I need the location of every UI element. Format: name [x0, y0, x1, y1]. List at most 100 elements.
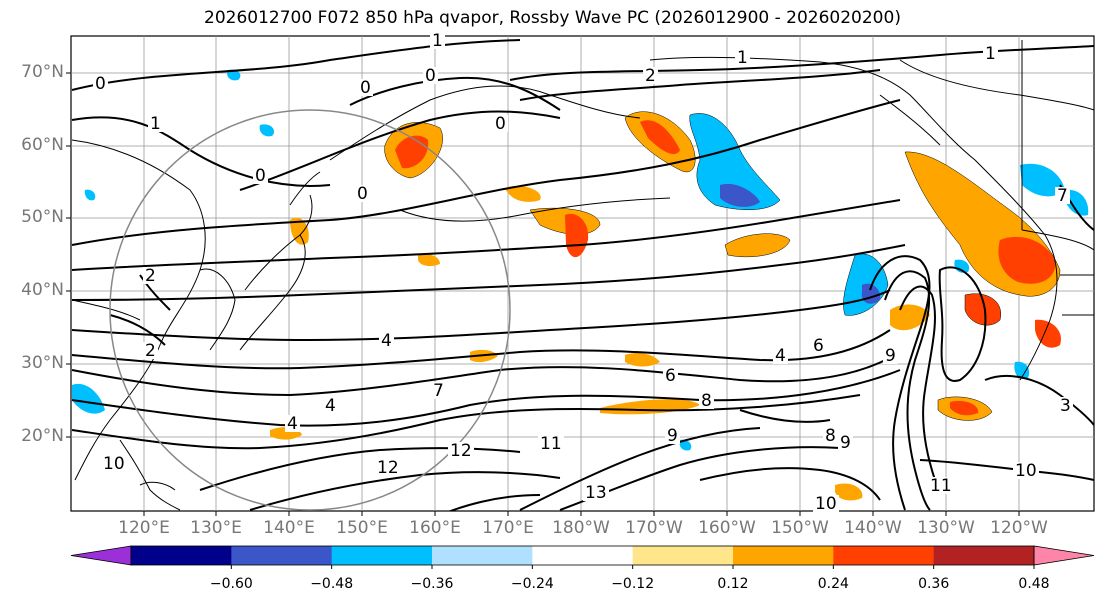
contour-label: 10	[1015, 461, 1037, 481]
contour-label: 1	[432, 31, 443, 51]
axis-ticks	[66, 72, 1020, 516]
contour-label-bg	[430, 32, 445, 49]
longitude-label: 160°W	[698, 518, 756, 538]
contour-label-bg	[358, 79, 373, 96]
contour-label-bg	[1013, 462, 1039, 479]
contour-label-bg	[285, 415, 300, 432]
contour-label-bg	[323, 397, 338, 414]
contour-label-bg	[928, 477, 954, 494]
colorbar-segment	[231, 546, 333, 565]
longitude-label: 170°E	[482, 518, 534, 538]
colorbar-segment	[331, 546, 433, 565]
contour-label-bg	[253, 167, 268, 184]
contour-label: 11	[930, 476, 952, 496]
contour-label-bg	[1058, 397, 1073, 414]
contour-label: 10	[103, 454, 125, 474]
contour-label: 4	[287, 414, 298, 434]
latitude-label: 40°N	[21, 280, 64, 300]
longitude-label: 120°W	[990, 518, 1048, 538]
contour-label: 3	[1060, 396, 1071, 416]
contour-label-bg	[1055, 187, 1070, 204]
longitude-label: 130°W	[917, 518, 975, 538]
contour-label-bg	[355, 185, 370, 202]
contour-label: 9	[840, 433, 851, 453]
contour-label: 2	[145, 341, 156, 361]
latitude-label: 50°N	[21, 207, 64, 227]
contour-label-bg	[838, 434, 853, 451]
contour-label: 1	[737, 48, 748, 68]
contour-label: 9	[667, 426, 678, 446]
contour-label: 0	[495, 114, 506, 134]
contour-label-bg	[143, 342, 158, 359]
contour-label-bg	[643, 67, 658, 84]
contour-label: 8	[701, 391, 712, 411]
contour-label: 4	[775, 346, 786, 366]
contour-label: 12	[377, 458, 399, 478]
colorbar-segment	[432, 546, 533, 565]
colorbar-segment	[632, 546, 734, 565]
colorbar-segment	[933, 546, 1035, 565]
contour-label-bg	[883, 347, 898, 364]
contour-label: 11	[540, 434, 562, 454]
contour-label-bg	[665, 427, 680, 444]
contour-label-bg	[663, 367, 678, 384]
colorbar-segment	[833, 546, 935, 565]
contour-label: 4	[381, 331, 392, 351]
colorbar-extend-high	[1033, 545, 1095, 566]
contour-label-bg	[699, 392, 714, 409]
colorbar-tick-label: −0.60	[209, 576, 253, 592]
contour-label: 4	[325, 396, 336, 416]
contour-label-bg	[448, 442, 474, 459]
contour-label: 2	[645, 66, 656, 86]
contour-label: 0	[255, 166, 266, 186]
contour-label: 13	[585, 483, 607, 503]
contour-label-bg	[538, 435, 564, 452]
positive-anomaly-shading	[270, 111, 1061, 501]
contour-label: 0	[95, 74, 106, 94]
colorbar-tick-label: 0.48	[1018, 576, 1050, 592]
colorbar-frame	[130, 545, 1035, 566]
contour-label-bg	[423, 67, 438, 84]
colorbar-tick-label: 0.24	[817, 576, 849, 592]
longitude-label: 150°E	[336, 518, 388, 538]
colorbar-segment	[131, 546, 232, 565]
contour-label-bg	[375, 459, 401, 476]
contour-label: 0	[357, 184, 368, 204]
contour-label: 6	[665, 366, 676, 386]
colorbar-tick-label: −0.24	[510, 576, 554, 592]
colorbar-extend-low	[70, 545, 132, 566]
colorbar-tick-label: −0.36	[410, 576, 454, 592]
contour-label-bg	[735, 49, 750, 66]
colorbar-tick-label: −0.48	[310, 576, 354, 592]
contour-label: 9	[885, 346, 896, 366]
contour-label: 6	[813, 336, 824, 356]
map-title: 2026012700 F072 850 hPa qvapor, Rossby W…	[204, 8, 901, 28]
longitude-label: 160°E	[409, 518, 461, 538]
longitude-label: 140°E	[263, 518, 315, 538]
latitude-label: 30°N	[21, 353, 64, 373]
contour-label-bg	[823, 427, 838, 444]
contour-label: 0	[360, 78, 371, 98]
colorbar-tick-label: −0.12	[611, 576, 655, 592]
contour-label-bg	[93, 75, 108, 92]
contour-label: 10	[815, 494, 837, 514]
contour-label-bg	[493, 115, 508, 132]
contour-label: 1	[985, 44, 996, 64]
contour-label: 12	[450, 441, 472, 461]
contour-label-bg	[773, 347, 788, 364]
contour-label-bg	[143, 267, 158, 284]
longitude-label: 140°W	[844, 518, 902, 538]
colorbar-tick-label: 0.60	[1099, 576, 1105, 592]
colorbar-tick-label: 0.36	[918, 576, 950, 592]
contour-label: 1	[150, 114, 161, 134]
latitude-label: 70°N	[21, 62, 64, 82]
analysis-circle	[109, 109, 511, 511]
contour-label-bg	[101, 455, 127, 472]
contour-label-bg	[379, 332, 394, 349]
latitude-label: 20°N	[21, 426, 64, 446]
colorbar-tick-label: 0.12	[717, 576, 749, 592]
colorbar-segment	[733, 546, 834, 565]
contour-label: 0	[425, 66, 436, 86]
